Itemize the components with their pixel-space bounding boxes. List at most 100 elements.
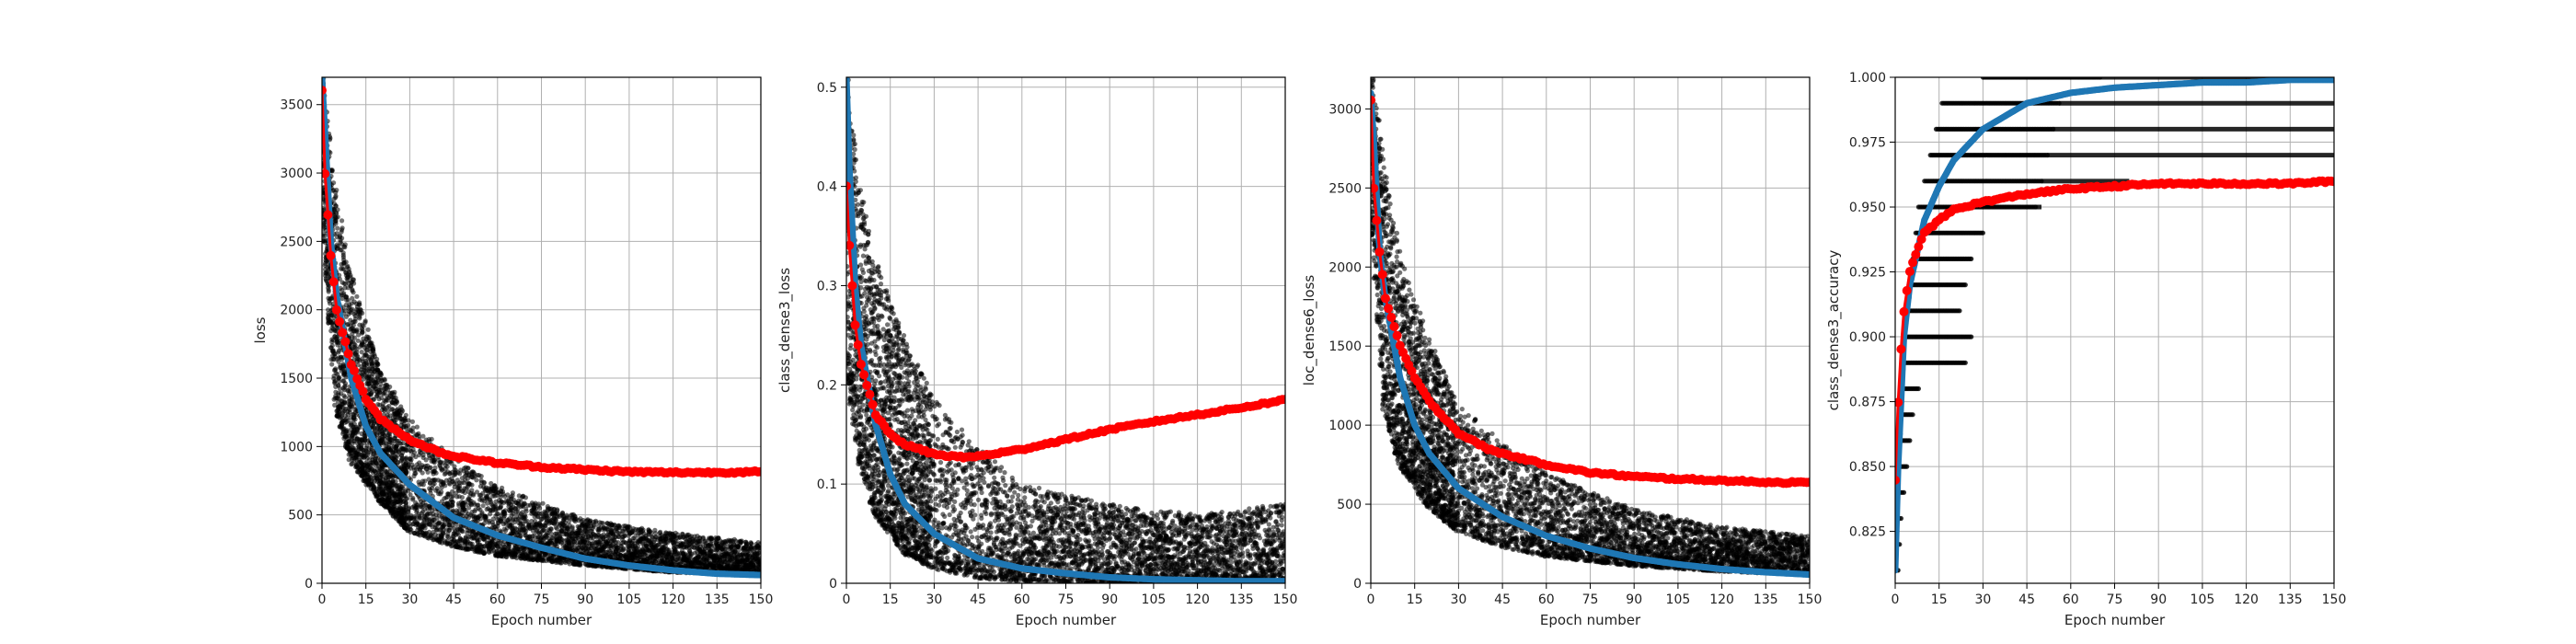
batch-point (402, 418, 408, 423)
batch-point (569, 525, 575, 532)
batch-point (382, 376, 387, 382)
batch-point (385, 397, 391, 403)
batch-point (558, 534, 563, 539)
batch-point (361, 440, 367, 445)
batch-point (507, 496, 512, 501)
batch-point (621, 546, 627, 553)
batch-point (400, 408, 406, 414)
batch-point (457, 471, 463, 477)
batch-point (409, 419, 415, 424)
batch-point (343, 259, 349, 265)
batch-point (413, 470, 419, 477)
batch-point (410, 429, 416, 434)
batch-point (362, 434, 368, 440)
batch-point (349, 462, 354, 467)
batch-point (329, 362, 335, 367)
batch-point (342, 245, 348, 250)
batch-point (351, 341, 357, 347)
batch-point (422, 502, 428, 508)
batch-point (378, 381, 384, 387)
batch-point (340, 385, 346, 391)
batch-point (437, 462, 443, 467)
batch-point (522, 530, 528, 535)
batch-point (443, 483, 448, 489)
batch-point (393, 398, 398, 405)
batch-point (373, 386, 378, 392)
batch-point (531, 536, 536, 542)
batch-point (394, 455, 399, 461)
chart-panel-1: 0 15 30 45 60 75 90 105 120 135 150050010001500200… (252, 76, 773, 628)
batch-point (423, 457, 429, 463)
batch-point (616, 535, 622, 540)
batch-point (361, 323, 366, 328)
batch-point (357, 316, 362, 321)
batch-point (489, 480, 494, 487)
batch-point (372, 353, 377, 359)
batch-point (417, 453, 422, 458)
batch-point (486, 548, 491, 554)
batch-point (335, 207, 340, 213)
batch-point (406, 506, 411, 512)
batch-point (414, 424, 420, 430)
batch-point (362, 319, 368, 325)
batch-point (401, 421, 407, 428)
batch-point (567, 561, 572, 567)
batch-point (322, 262, 328, 269)
batch-point (410, 425, 416, 431)
batch-point (396, 438, 401, 443)
batch-point (378, 472, 384, 477)
batch-point (500, 491, 506, 497)
batch-point (622, 533, 627, 538)
batch-point (485, 500, 490, 506)
batch-point (469, 541, 475, 546)
batch-point (604, 539, 609, 545)
batch-point (593, 520, 599, 525)
batch-point (369, 374, 374, 379)
batch-point (486, 520, 492, 525)
batch-point (350, 295, 355, 301)
batch-point (420, 433, 426, 439)
batch-point (354, 350, 360, 355)
batch-point (417, 496, 422, 501)
batch-point (399, 515, 405, 521)
batch-point (420, 470, 425, 476)
batch-point (514, 555, 520, 561)
batch-point (428, 522, 433, 528)
batch-point (349, 435, 354, 441)
batch-point (559, 537, 565, 543)
batch-point (548, 531, 555, 537)
batch-point (352, 417, 358, 422)
batch-point (350, 306, 355, 312)
batch-point (600, 548, 606, 554)
batch-point (322, 267, 328, 272)
batch-points (322, 77, 761, 578)
batch-point (450, 493, 455, 499)
batch-point (333, 367, 339, 373)
batch-point (641, 544, 647, 549)
batch-point (348, 272, 353, 278)
batch-point (510, 500, 515, 505)
batch-point (455, 532, 461, 537)
batch-point (335, 225, 340, 231)
batch-point (371, 349, 376, 354)
batch-point (656, 542, 661, 547)
batch-point (495, 523, 500, 529)
batch-point (523, 506, 529, 512)
batch-point (464, 509, 469, 514)
batch-point (408, 516, 413, 522)
batch-point (398, 487, 404, 492)
batch-point (477, 492, 484, 498)
batch-point (673, 538, 679, 544)
batch-point (343, 374, 349, 380)
batch-point (630, 538, 636, 544)
batch-point (347, 388, 353, 394)
batch-point (366, 477, 372, 482)
batch-point (440, 531, 445, 536)
batch-point (405, 496, 410, 501)
batch-point (452, 464, 457, 469)
batch-point (524, 518, 530, 524)
batch-point (429, 436, 434, 442)
batch-point (336, 350, 341, 355)
batch-point (422, 531, 428, 536)
batch-point (466, 466, 471, 471)
